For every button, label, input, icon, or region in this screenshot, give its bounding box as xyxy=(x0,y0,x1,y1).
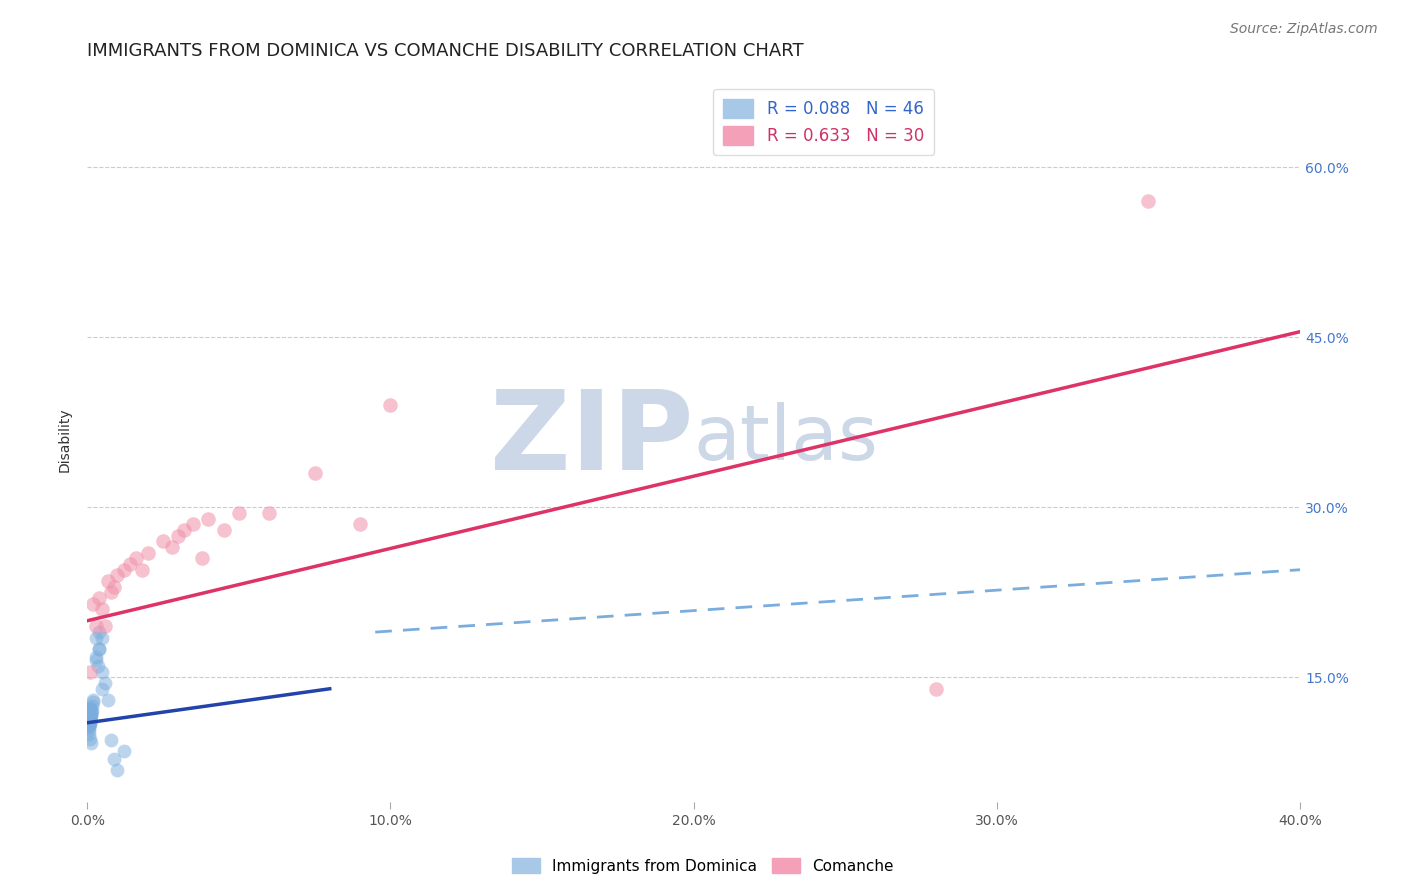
Point xyxy=(77,727,100,741)
Legend: Immigrants from Dominica, Comanche: Immigrants from Dominica, Comanche xyxy=(506,852,900,880)
Point xyxy=(77,706,100,721)
Point xyxy=(79,731,101,746)
Point xyxy=(160,540,183,554)
Point xyxy=(91,602,114,616)
Point xyxy=(84,631,107,645)
Point xyxy=(77,720,100,734)
Text: ZIP: ZIP xyxy=(491,386,693,493)
Point xyxy=(79,715,101,730)
Point xyxy=(167,529,190,543)
Point xyxy=(118,557,141,571)
Point xyxy=(79,703,101,717)
Point xyxy=(77,714,100,728)
Point xyxy=(91,631,114,645)
Point xyxy=(173,523,195,537)
Point xyxy=(91,665,114,679)
Point xyxy=(79,710,101,724)
Point xyxy=(79,712,101,726)
Point xyxy=(79,717,101,731)
Point xyxy=(925,681,948,696)
Point xyxy=(82,695,104,709)
Point xyxy=(79,712,101,726)
Point xyxy=(103,752,125,766)
Point xyxy=(124,551,146,566)
Point xyxy=(212,523,235,537)
Point xyxy=(79,710,101,724)
Point xyxy=(84,650,107,665)
Text: atlas: atlas xyxy=(693,402,879,476)
Point xyxy=(79,701,101,715)
Point xyxy=(77,723,100,737)
Point xyxy=(1137,194,1160,209)
Point xyxy=(107,764,129,778)
Point xyxy=(79,711,101,725)
Point xyxy=(82,597,104,611)
Point xyxy=(84,653,107,667)
Point xyxy=(181,517,204,532)
Point xyxy=(100,585,122,599)
Point xyxy=(136,546,159,560)
Point xyxy=(79,665,101,679)
Point xyxy=(79,709,101,723)
Legend: R = 0.088   N = 46, R = 0.633   N = 30: R = 0.088 N = 46, R = 0.633 N = 30 xyxy=(713,88,934,155)
Point xyxy=(94,676,117,690)
Point xyxy=(89,642,111,657)
Point xyxy=(103,580,125,594)
Point xyxy=(79,702,101,716)
Point xyxy=(89,642,111,657)
Point xyxy=(228,506,250,520)
Text: Source: ZipAtlas.com: Source: ZipAtlas.com xyxy=(1230,22,1378,37)
Point xyxy=(80,698,103,713)
Point xyxy=(82,693,104,707)
Point xyxy=(80,706,103,720)
Point xyxy=(191,551,214,566)
Point xyxy=(131,563,153,577)
Point xyxy=(349,517,371,532)
Point xyxy=(107,568,129,582)
Point xyxy=(152,534,174,549)
Y-axis label: Disability: Disability xyxy=(58,407,72,472)
Point xyxy=(97,693,120,707)
Point xyxy=(380,398,402,412)
Point xyxy=(77,718,100,732)
Point xyxy=(80,709,103,723)
Point xyxy=(100,732,122,747)
Point xyxy=(84,619,107,633)
Point xyxy=(97,574,120,588)
Point xyxy=(91,681,114,696)
Point xyxy=(77,719,100,733)
Point xyxy=(304,467,326,481)
Point xyxy=(80,705,103,719)
Point xyxy=(94,619,117,633)
Point xyxy=(80,736,103,750)
Point xyxy=(80,705,103,719)
Point xyxy=(257,506,280,520)
Point xyxy=(80,706,103,721)
Point xyxy=(89,591,111,605)
Point xyxy=(112,744,135,758)
Point xyxy=(89,625,111,640)
Text: IMMIGRANTS FROM DOMINICA VS COMANCHE DISABILITY CORRELATION CHART: IMMIGRANTS FROM DOMINICA VS COMANCHE DIS… xyxy=(87,42,804,60)
Point xyxy=(79,707,101,722)
Point xyxy=(87,659,110,673)
Point xyxy=(112,563,135,577)
Point xyxy=(79,714,101,729)
Point xyxy=(197,512,219,526)
